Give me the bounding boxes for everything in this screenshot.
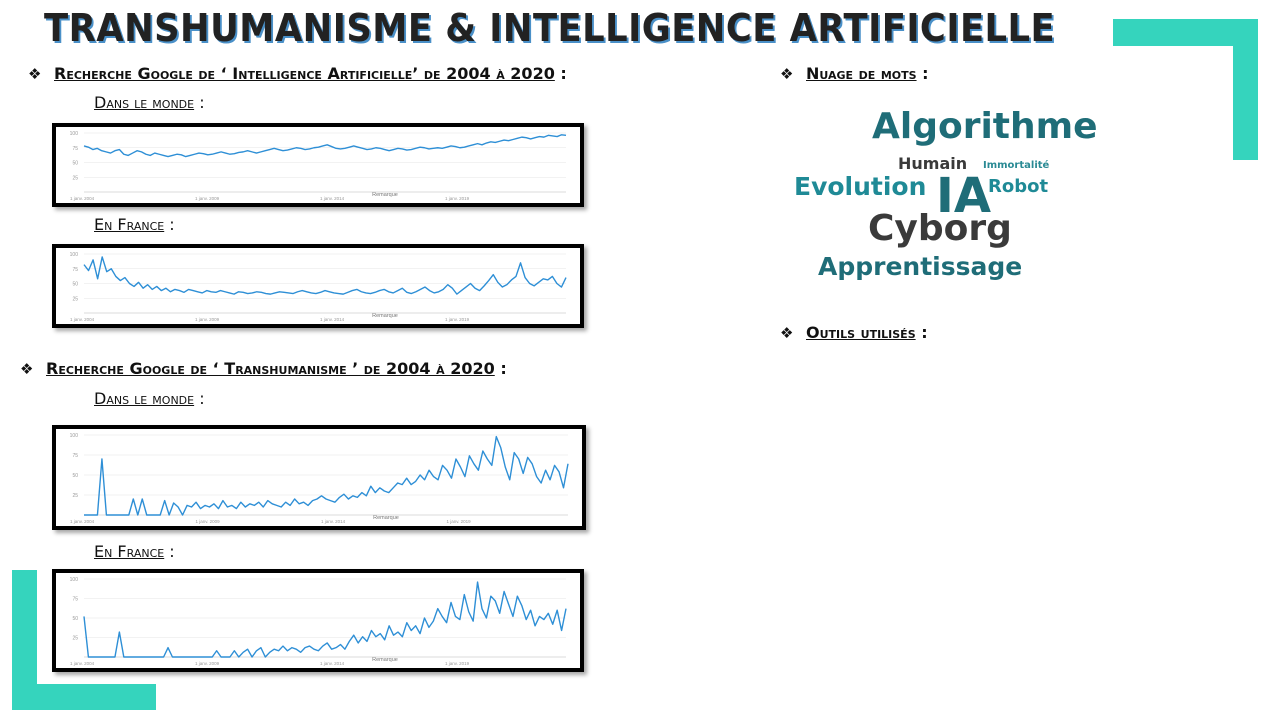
subheading-colon: :: [164, 215, 175, 234]
y-tick-label: 50: [72, 616, 78, 622]
y-tick-label: 100: [70, 577, 79, 583]
x-tick-label: 1 janv. 2009: [195, 661, 220, 666]
x-tick-label: 1 janv. 2019: [445, 196, 470, 201]
word-robot: Robot: [988, 176, 1049, 197]
word-algorithme: Algorithme: [872, 106, 1098, 147]
word-cyborg: Cyborg: [868, 208, 1012, 249]
diamond-bullet-icon: ❖: [20, 360, 34, 378]
y-tick-label: 100: [70, 252, 79, 258]
y-tick-label: 50: [72, 473, 78, 479]
x-tick-label: 1 janv. 2014: [320, 196, 345, 201]
x-tick-label: 1 janv. 2004: [70, 519, 95, 524]
heading-colon: :: [554, 64, 567, 83]
series-line: [83, 581, 567, 658]
chart-trans-france: 100 75 50 25 1 janv. 2004 1 janv. 2009 1 janv.…: [52, 569, 584, 672]
corner-accent-bottom-left-horizontal: [12, 684, 156, 710]
chart-annotation: Remarque: [373, 515, 399, 521]
subheading-ia-world: Dans le monde :: [94, 93, 205, 112]
x-tick-label: 1 janv. 2009: [196, 519, 221, 524]
y-tick-label: 25: [72, 175, 78, 181]
word-evolution: Evolution: [794, 172, 927, 201]
chart-annotation: Remarque: [372, 192, 398, 198]
section-heading-cloud: ❖ Nuage de mots :: [780, 64, 929, 83]
section-heading-ia-text: Recherche Google de ‘ Intelligence Artif…: [54, 64, 555, 83]
subheading-colon: :: [194, 389, 205, 408]
y-tick-label: 25: [72, 636, 78, 642]
y-tick-label: 25: [72, 296, 78, 302]
x-tick-label: 1 janv. 2004: [70, 196, 95, 201]
series-line: [84, 435, 569, 516]
y-tick-label: 75: [72, 267, 78, 273]
diamond-bullet-icon: ❖: [28, 65, 42, 83]
page-title: TRANSHUMANISME & INTELLIGENCE ARTIFICIEL…: [44, 6, 1056, 50]
heading-colon: :: [916, 64, 929, 83]
y-tick-label: 100: [70, 433, 79, 439]
chart-ia-france: 100 75 50 25 1 janv. 2004 1 janv. 2009 1 janv.…: [52, 244, 584, 328]
heading-colon: :: [915, 323, 928, 342]
section-heading-tools-text: Outils utilisés: [806, 323, 916, 342]
heading-colon: :: [494, 359, 507, 378]
x-tick-label: 1 janv. 2014: [320, 317, 345, 322]
word-apprentissage: Apprentissage: [818, 252, 1023, 281]
x-tick-label: 1 janv. 2004: [70, 661, 95, 666]
y-tick-label: 25: [72, 493, 78, 499]
series-line: [83, 134, 567, 158]
y-tick-label: 50: [72, 161, 78, 167]
x-tick-label: 1 janv. 2019: [445, 661, 470, 666]
y-tick-label: 50: [72, 282, 78, 288]
subheading-ia-world-text: Dans le monde: [94, 93, 195, 112]
x-tick-label: 1 janv. 2009: [195, 317, 220, 322]
subheading-colon: :: [194, 93, 205, 112]
y-tick-label: 75: [72, 146, 78, 152]
y-tick-label: 75: [72, 453, 78, 459]
word-immortalite: Immortalité: [983, 160, 1050, 171]
corner-accent-top-right-vertical: [1233, 19, 1258, 160]
x-tick-label: 1 janv. 2004: [70, 317, 95, 322]
chart-annotation: Remarque: [372, 313, 398, 319]
subheading-trans-world: Dans le monde :: [94, 389, 205, 408]
x-tick-label: 1 janv. 2014: [320, 661, 345, 666]
subheading-colon: :: [164, 542, 175, 561]
word-cloud: Algorithme Humain Immortalité Evolution …: [790, 100, 1110, 300]
x-tick-label: 1 janv. 2009: [195, 196, 220, 201]
y-tick-label: 75: [72, 597, 78, 603]
x-tick-label: 1 janv. 2019: [445, 317, 470, 322]
chart-annotation: Remarque: [372, 657, 398, 663]
chart-trans-world: 100 75 50 25 1 janv. 2004 1 janv. 2009 1 janv.…: [52, 425, 586, 530]
word-humain: Humain: [898, 154, 968, 173]
diamond-bullet-icon: ❖: [780, 65, 794, 83]
diamond-bullet-icon: ❖: [780, 324, 794, 342]
x-tick-label: 1 janv. 2019: [447, 519, 472, 524]
section-heading-trans: ❖ Recherche Google de ‘ Transhumanisme ’ …: [20, 359, 507, 378]
y-tick-label: 100: [70, 131, 79, 137]
subheading-ia-france: En France :: [94, 215, 175, 234]
section-heading-ia: ❖ Recherche Google de ‘ Intelligence Arti…: [28, 64, 567, 83]
x-tick-label: 1 janv. 2014: [321, 519, 346, 524]
section-heading-trans-text: Recherche Google de ‘ Transhumanisme ’ d…: [46, 359, 495, 378]
section-heading-cloud-text: Nuage de mots: [806, 64, 917, 83]
subheading-trans-france-text: En France: [94, 542, 165, 561]
section-heading-tools: ❖ Outils utilisés :: [780, 323, 928, 342]
subheading-trans-world-text: Dans le monde: [94, 389, 195, 408]
series-line: [83, 256, 567, 295]
subheading-trans-france: En France :: [94, 542, 175, 561]
subheading-ia-france-text: En France: [94, 215, 165, 234]
word-ia: IA: [936, 168, 992, 224]
chart-ia-world: 100 75 50 25 1 janv. 2004 1 janv. 2009 1 janv.…: [52, 123, 584, 207]
